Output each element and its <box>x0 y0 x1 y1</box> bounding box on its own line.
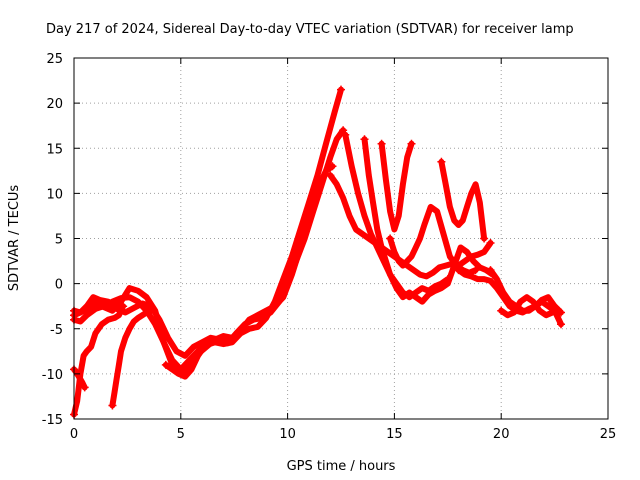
series-start-marker <box>497 306 506 315</box>
series-start-marker <box>108 401 117 410</box>
y-tick-label: 15 <box>46 142 63 157</box>
x-axis-label: GPS time / hours <box>287 459 396 474</box>
series-end-marker <box>206 338 215 347</box>
series-end-marker <box>328 162 337 171</box>
series-end-marker <box>554 306 563 315</box>
series-track-16 <box>497 294 563 319</box>
series-track-10 <box>360 135 452 301</box>
series-line <box>455 267 564 328</box>
y-tick-label: -10 <box>42 368 63 383</box>
series-track-6 <box>108 306 155 410</box>
series-line <box>361 136 451 301</box>
series-layer <box>70 85 566 419</box>
x-tick-label: 15 <box>386 427 403 442</box>
series-end-marker <box>407 139 416 148</box>
series-line <box>498 294 562 319</box>
series-start-marker <box>486 266 495 275</box>
y-tick-label: -15 <box>42 413 63 428</box>
series-track-13 <box>437 157 489 243</box>
series-end-marker <box>557 320 566 329</box>
series-end-marker <box>471 266 480 275</box>
series-track-7 <box>161 338 215 380</box>
x-tick-label: 5 <box>177 427 185 442</box>
series-start-marker <box>341 130 350 139</box>
series-end-marker <box>486 239 495 248</box>
y-tick-label: 25 <box>46 52 63 67</box>
x-tick-label: 25 <box>600 427 617 442</box>
series-start-marker <box>161 360 170 369</box>
series-end-marker <box>119 302 128 311</box>
series-track-11 <box>377 139 416 233</box>
series-start-marker <box>360 135 369 144</box>
grid-layer <box>74 58 608 419</box>
series-line <box>71 366 88 391</box>
series-line <box>378 140 415 233</box>
series-start-marker <box>326 171 335 180</box>
x-tick-label: 20 <box>493 427 510 442</box>
series-start-marker <box>454 266 463 275</box>
series-line <box>438 158 488 242</box>
y-tick-label: 5 <box>55 233 63 248</box>
y-tick-label: 0 <box>55 278 63 293</box>
series-start-marker <box>386 234 395 243</box>
series-end-marker <box>443 275 452 284</box>
chart-title: Day 217 of 2024, Sidereal Day-to-day VTE… <box>46 22 574 37</box>
series-line <box>109 307 154 409</box>
series-start-marker <box>377 139 386 148</box>
series-end-marker <box>480 234 489 243</box>
x-tick-label: 10 <box>279 427 296 442</box>
series-end-marker <box>80 383 89 392</box>
series-line <box>487 267 564 316</box>
y-tick-label: -5 <box>50 323 63 338</box>
series-track-8 <box>326 171 495 280</box>
series-line <box>342 131 496 305</box>
series-track-14 <box>454 266 566 329</box>
y-tick-label: 20 <box>46 97 63 112</box>
series-end-marker <box>146 306 155 315</box>
series-line <box>162 339 214 380</box>
series-line <box>327 172 494 280</box>
tick-layer: 0 5 10 15 20 25 -15 -10 -5 0 5 10 15 20 25 <box>42 52 617 442</box>
y-axis-label: SDTVAR / TECUs <box>7 185 22 292</box>
y-tick-label: 10 <box>46 187 63 202</box>
series-end-marker <box>337 85 345 94</box>
series-start-marker <box>437 157 446 166</box>
x-tick-label: 0 <box>70 427 78 442</box>
